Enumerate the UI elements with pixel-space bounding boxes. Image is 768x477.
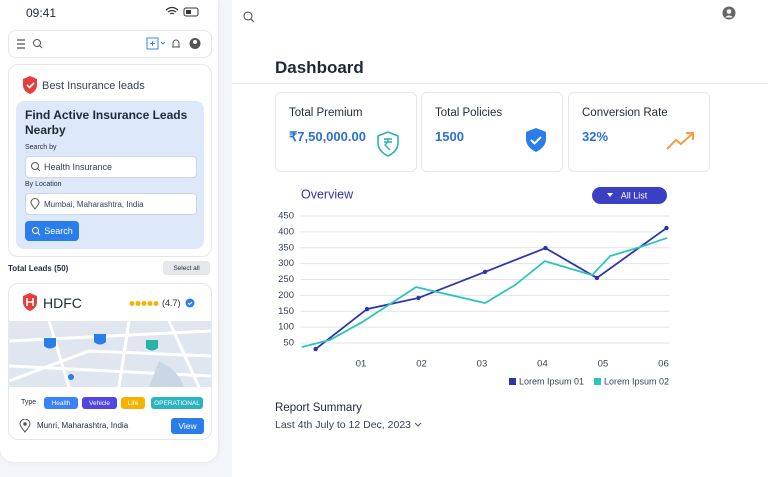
- rating-stars: [129, 301, 159, 306]
- filter-caret: [607, 193, 613, 197]
- tag-life: Life: [121, 397, 145, 409]
- y-tick-label: 200: [278, 290, 294, 301]
- app-header: [8, 30, 212, 58]
- search-heading: Find Active Insurance Leads Nearby: [25, 108, 188, 137]
- report-range[interactable]: Last 4th July to 12 Dec, 2023: [275, 419, 422, 431]
- lead-name: HDFC: [43, 295, 82, 311]
- location-input[interactable]: Mumbai, Maharashtra, India: [25, 193, 197, 215]
- dashboard: Dashboard Total Premium ₹7,50,000.00 Tot…: [232, 0, 768, 477]
- y-tick-label: 450: [278, 211, 294, 222]
- y-tick-label: 250: [278, 274, 294, 285]
- location-value: Mumbai, Maharashtra, India: [44, 199, 144, 209]
- legend-swatch: [509, 378, 516, 385]
- tag-health: Health: [44, 397, 78, 409]
- x-tick-label: 05: [598, 359, 609, 370]
- y-tick-label: 100: [278, 322, 294, 333]
- data-point: [313, 346, 318, 352]
- search-button[interactable]: Search: [25, 221, 79, 241]
- shield-icon: [526, 128, 546, 152]
- search-input[interactable]: Health Insurance: [25, 156, 197, 178]
- verified-icon: [185, 298, 195, 308]
- rating-value: (4.7): [162, 298, 181, 308]
- search-panel: Find Active Insurance Leads Nearby Searc…: [16, 101, 204, 249]
- select-all-button[interactable]: Select all: [163, 261, 210, 275]
- rupee-icon: [377, 131, 399, 157]
- lead-address: Munri, Maharashtra, India: [37, 421, 129, 430]
- y-tick-label: 50: [283, 338, 294, 349]
- tag-vehicle: Vehicle: [82, 397, 117, 409]
- lead-card: HDFC (4.7) Type Health Vehicle Life OPER…: [8, 283, 212, 440]
- stat-card: Total Policies 1500: [421, 92, 563, 172]
- avatar[interactable]: [722, 6, 736, 20]
- button-icon: [32, 227, 41, 236]
- view-button[interactable]: View: [171, 418, 204, 434]
- stat-value: 1500: [435, 129, 464, 144]
- data-point: [416, 295, 421, 301]
- x-tick-label: 02: [416, 359, 427, 370]
- data-point: [543, 245, 548, 251]
- type-label: Type: [21, 399, 37, 406]
- location-label: By Location: [25, 181, 62, 188]
- search-label: Search by: [25, 144, 57, 151]
- data-point: [482, 269, 488, 275]
- chevron: [414, 422, 422, 427]
- brand-name: Best Insurance leads: [42, 80, 145, 92]
- y-tick-label: 150: [278, 306, 294, 317]
- data-point: [594, 275, 600, 281]
- search-value: Health Insurance: [44, 162, 113, 172]
- address-pin: [19, 419, 31, 433]
- stat-card: Conversion Rate 32%: [568, 92, 710, 172]
- series-line: [315, 227, 667, 350]
- total-leads: Total Leads (50): [8, 264, 69, 273]
- stat-value: 32%: [582, 129, 609, 144]
- stat-value: ₹7,50,000.00: [289, 129, 366, 144]
- chart-title: Overview: [301, 187, 354, 201]
- x-tick-label: 04: [537, 359, 548, 370]
- search-icon[interactable]: [242, 10, 256, 24]
- overview-chart: Overview All List 50 100 150 200 250 300 350 40…: [278, 187, 670, 386]
- divider: [232, 83, 768, 84]
- filter-label[interactable]: All List: [621, 190, 648, 200]
- y-tick-label: 350: [278, 242, 294, 253]
- pin-icon: [30, 198, 40, 210]
- tag-status: OPERATIONAL: [151, 397, 203, 409]
- x-tick-label: 01: [356, 359, 367, 370]
- map: [9, 321, 211, 387]
- lead-search-card: Best Insurance leads Find Active Insuran…: [8, 64, 212, 257]
- y-tick-label: 300: [278, 258, 294, 269]
- hdfc-logo: [23, 293, 37, 311]
- report-range-text: Last 4th July to 12 Dec, 2023: [275, 419, 412, 431]
- header-icons: [17, 37, 201, 50]
- x-tick-label: 06: [658, 359, 669, 370]
- brand-logo: [23, 76, 37, 94]
- status-time: 09:41: [26, 6, 57, 20]
- stat-label: Total Premium: [289, 107, 363, 119]
- y-tick-label: 400: [278, 226, 294, 237]
- filter-button[interactable]: [592, 187, 667, 204]
- x-tick-label: 03: [477, 359, 488, 370]
- legend-label: Lorem Ipsum 01: [519, 376, 584, 386]
- status-icons: [165, 6, 199, 17]
- dashboard-title: Dashboard: [275, 58, 364, 77]
- data-point: [664, 225, 669, 231]
- data-point: [364, 306, 370, 312]
- search-icon: [31, 162, 41, 172]
- search-button-label: Search: [44, 226, 73, 236]
- report-title: Report Summary: [275, 402, 362, 414]
- series-line: [301, 237, 668, 349]
- mobile-app: 09:41 Best Insurance leads Find Active I…: [0, 0, 218, 462]
- legend-swatch: [594, 378, 601, 385]
- stat-label: Conversion Rate: [582, 107, 668, 119]
- stat-label: Total Policies: [435, 107, 503, 119]
- trend-icon: [666, 132, 694, 150]
- stat-card: Total Premium ₹7,50,000.00: [275, 92, 417, 172]
- legend-label: Lorem Ipsum 02: [604, 376, 669, 386]
